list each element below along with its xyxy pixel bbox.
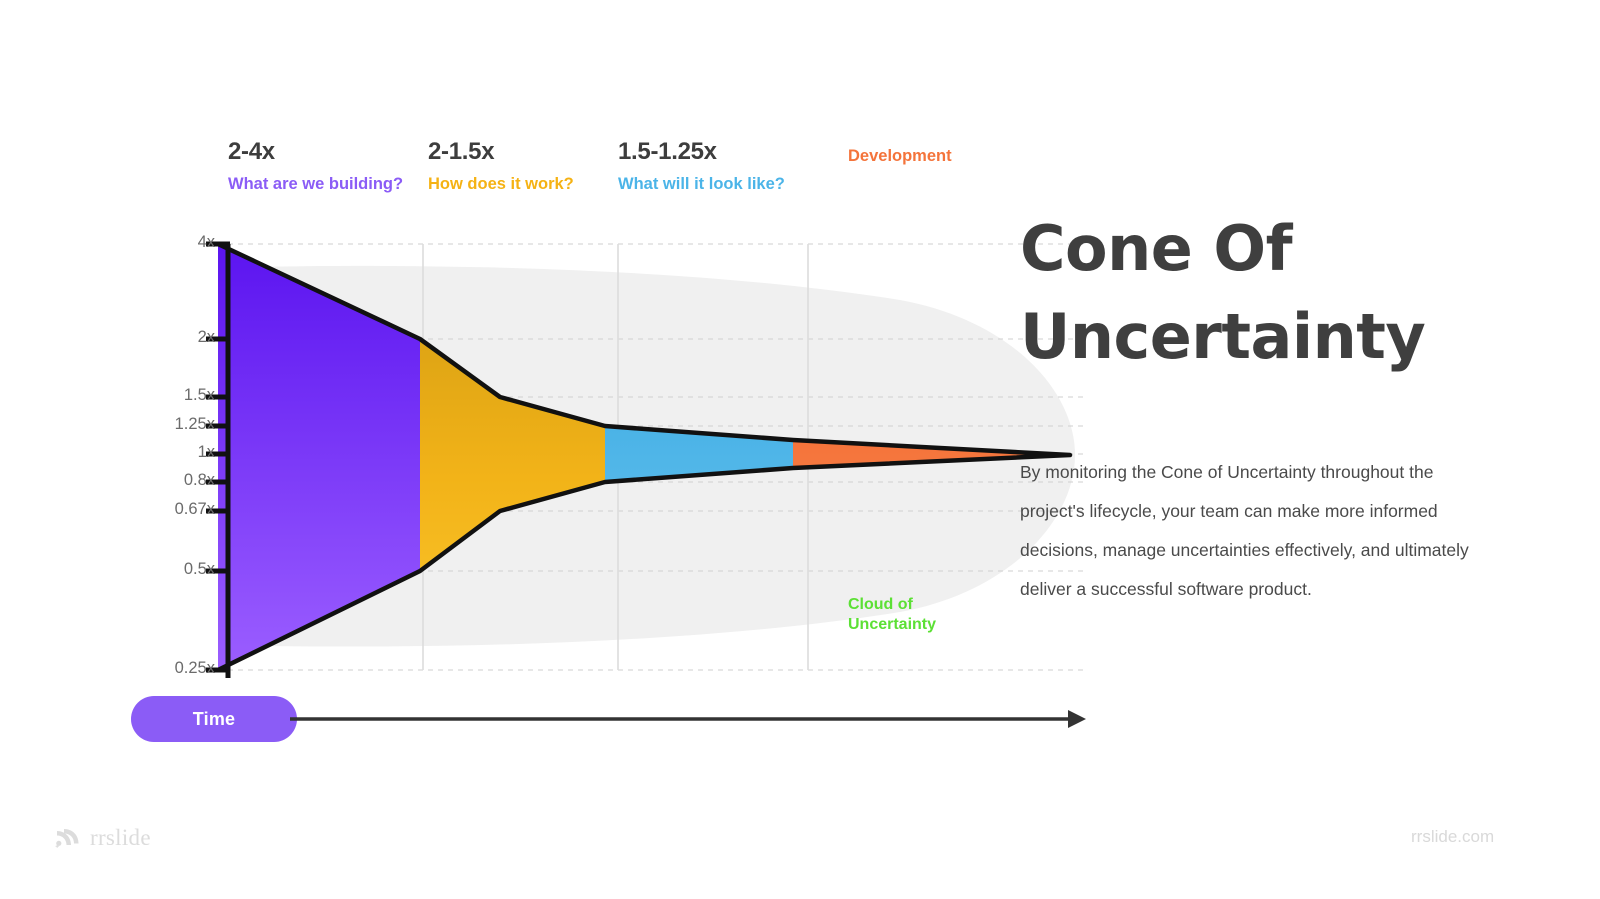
phase-column-4: Development — [848, 138, 952, 166]
cone-segment-development — [793, 440, 1070, 468]
y-tick-label-1-5x: 1.5x — [183, 386, 215, 404]
y-axis-labels: 4x 2x 1.5x 1.25x 1x 0.8x 0.67x 0.5x 0.25… — [120, 0, 215, 760]
phase-range-3: 1.5-1.25x — [618, 138, 717, 165]
right-content-column: Cone Of Uncertainty By monitoring the Co… — [1020, 205, 1490, 609]
y-tick-label-4x: 4x — [197, 233, 215, 251]
cone-chart: 4x 2x 1.5x 1.25x 1x 0.8x 0.67x 0.5x 0.25… — [120, 0, 1085, 760]
y-tick-label-0-8x: 0.8x — [183, 471, 215, 489]
footer-website: rrslide.com — [1411, 827, 1495, 846]
y-axis-ticks — [206, 241, 230, 673]
y-tick-label-1x: 1x — [197, 443, 215, 461]
cone-segment-look-like — [605, 426, 794, 482]
time-axis-label: Time — [192, 708, 236, 729]
y-tick-label-1-25x: 1.25x — [174, 415, 215, 433]
phase-column-2: 2-1.5x How does it work? — [428, 138, 574, 194]
phase-column-3: 1.5-1.25x What will it look like? — [618, 138, 785, 194]
body-paragraph: By monitoring the Cone of Uncertainty th… — [1020, 462, 1469, 599]
y-tick-label-0-67x: 0.67x — [174, 500, 215, 518]
phase-question-4: Development — [848, 147, 952, 165]
cone-body — [215, 241, 1073, 673]
phase-column-1: 2-4x What are we building? — [228, 138, 403, 194]
cloud-of-uncertainty-label: Cloud of Uncertainty — [848, 596, 937, 633]
phase-range-1: 2-4x — [228, 138, 275, 165]
phase-question-2: How does it work? — [428, 175, 574, 193]
footer-brand-text: rrslide — [90, 824, 151, 850]
y-axis — [206, 241, 231, 678]
time-axis-arrow — [290, 710, 1086, 728]
cone-segment-building — [218, 244, 421, 670]
page-title: Cone Of Uncertainty — [1020, 212, 1426, 373]
phase-range-2: 2-1.5x — [428, 138, 495, 165]
time-axis-pill: Time — [131, 696, 297, 742]
y-tick-label-0-25x: 0.25x — [174, 659, 215, 677]
cone-outline — [215, 241, 1073, 673]
phase-question-3: What will it look like? — [618, 175, 785, 193]
cone-chart-svg — [206, 241, 1085, 678]
cone-segment-how-it-works — [420, 339, 606, 571]
y-tick-label-2x: 2x — [197, 328, 215, 346]
y-tick-label-0-5x: 0.5x — [183, 560, 215, 578]
phase-header-row: 2-4x What are we building? 2-1.5x How do… — [228, 138, 1108, 208]
phase-question-1: What are we building? — [228, 175, 404, 193]
rrslide-logo-icon — [55, 829, 79, 848]
footer-brand: rrslide — [54, 824, 151, 851]
